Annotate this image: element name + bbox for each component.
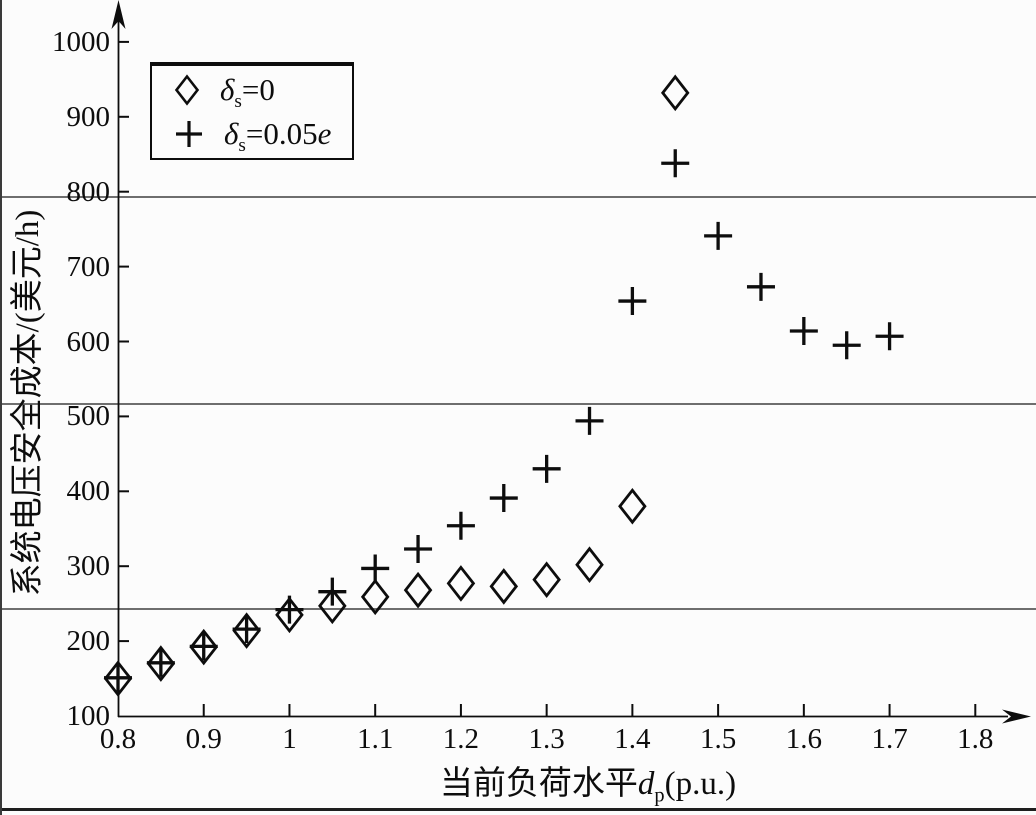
- diamond-marker-icon: [174, 74, 200, 106]
- y-tick-label: 400: [66, 475, 111, 508]
- data-point-plus: [832, 331, 861, 360]
- data-point-diamond: [275, 596, 304, 634]
- legend-item-label: δs=0: [220, 72, 275, 111]
- x-tick-label: 1.4: [614, 723, 651, 755]
- x-tick-label: 1: [282, 723, 297, 755]
- data-point-diamond: [318, 587, 347, 625]
- data-point-diamond: [446, 565, 476, 602]
- x-tick-label: 1.8: [957, 723, 994, 755]
- data-point-diamond: [103, 660, 133, 697]
- data-point-plus: [146, 648, 175, 677]
- data-point-plus: [532, 454, 561, 483]
- data-point-diamond: [403, 571, 433, 609]
- x-tick-label: 1.6: [785, 723, 822, 755]
- data-point-plus: [746, 272, 775, 301]
- data-point-plus: [104, 663, 132, 692]
- data-point-diamond: [146, 645, 176, 682]
- x-axis-label-symbol: d: [637, 766, 655, 802]
- data-point-diamond: [660, 74, 690, 112]
- data-point-diamond: [232, 612, 261, 649]
- legend-item-delta-005e: δs=0.05e: [152, 114, 352, 155]
- data-point-plus: [232, 615, 261, 644]
- x-axis-label-unit: (p.u.): [664, 766, 737, 802]
- data-point-plus: [446, 511, 475, 540]
- data-point-diamond: [189, 628, 219, 666]
- delta-symbol: δ: [224, 116, 239, 151]
- y-axis-label-text: 系统电压安全成本/(美元/h): [10, 209, 46, 597]
- y-tick-label: 1000: [52, 25, 110, 58]
- data-point-plus: [489, 484, 518, 513]
- scan-artifact-line: [0, 196, 1036, 198]
- legend-item-delta-0: δs=0: [152, 70, 352, 111]
- x-axis-label: 当前负荷水平dp(p.u.): [288, 756, 888, 807]
- data-point-plus: [361, 554, 390, 583]
- data-point-plus: [661, 149, 690, 178]
- data-point-plus: [704, 221, 733, 250]
- data-point-plus: [618, 287, 647, 316]
- legend-box: δs=0 δs=0.05e: [150, 62, 354, 160]
- y-tick-label: 100: [66, 700, 111, 732]
- scan-artifact-line: [0, 608, 1036, 610]
- page-left-edge-rule: [0, 0, 2, 815]
- delta-subscript: s: [234, 91, 242, 113]
- x-tick-label: 1.5: [699, 723, 737, 755]
- legend-value: =0.05: [245, 116, 318, 151]
- x-tick-label: 1.3: [528, 723, 565, 755]
- data-point-plus: [404, 534, 433, 563]
- data-point-plus: [318, 577, 347, 606]
- scan-artifact-line: [0, 403, 1036, 405]
- y-axis-label: 系统电压安全成本/(美元/h): [6, 153, 50, 653]
- plus-marker-icon: [176, 121, 202, 147]
- x-tick-label: 1.2: [442, 723, 480, 755]
- data-point-plus: [189, 632, 218, 661]
- legend-suffix: e: [317, 116, 332, 151]
- y-tick-label: 200: [66, 625, 111, 658]
- data-point-plus: [575, 406, 604, 435]
- data-point-plus: [875, 322, 904, 351]
- y-axis-arrowhead: [111, 0, 126, 29]
- y-tick-label: 500: [66, 400, 111, 433]
- x-tick-label: 1.1: [357, 723, 394, 755]
- y-tick-label: 900: [66, 100, 111, 133]
- delta-subscript: s: [238, 135, 246, 157]
- legend-value: =0: [241, 72, 275, 107]
- data-point-diamond: [575, 546, 604, 583]
- delta-symbol: δ: [220, 72, 235, 107]
- data-point-diamond: [532, 561, 561, 598]
- y-tick-label: 600: [66, 325, 111, 358]
- x-tick-label: 1.7: [871, 723, 908, 755]
- data-point-plus: [789, 317, 818, 346]
- data-point-diamond: [618, 488, 647, 525]
- x-axis-label-subscript: p: [654, 784, 665, 807]
- legend-item-label: δs=0.05e: [224, 116, 332, 155]
- y-tick-label: 700: [66, 250, 111, 283]
- x-tick-label: 0.8: [99, 723, 137, 755]
- x-tick-label: 0.9: [185, 723, 222, 755]
- data-point-diamond: [489, 568, 519, 605]
- y-tick-label: 300: [66, 550, 111, 583]
- page-bottom-rule: [0, 808, 1036, 811]
- x-axis-label-prefix: 当前负荷水平: [439, 766, 638, 802]
- y-tick-label: 800: [66, 175, 111, 208]
